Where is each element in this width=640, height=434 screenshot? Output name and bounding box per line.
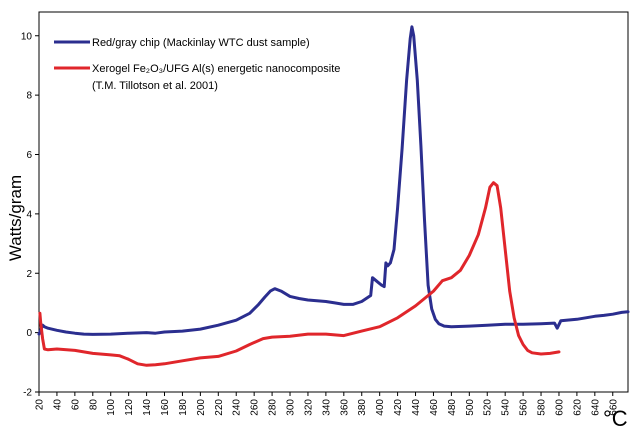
x-tick-label: 260 — [250, 399, 261, 416]
x-tick-label: 100 — [106, 399, 117, 416]
plot-frame — [38, 11, 629, 393]
y-tick-label: 6 — [26, 150, 32, 161]
legend-label-2: Xerogel Fe₂O₃/UFG Al(s) energetic nanoco… — [92, 63, 340, 75]
x-tick-label: 280 — [268, 399, 279, 416]
y-tick-label: -2 — [23, 388, 32, 399]
x-tick-label: 360 — [339, 399, 350, 416]
y-tick-label: 4 — [26, 209, 32, 220]
legend: Red/gray chip (Mackinlay WTC dust sample… — [54, 37, 340, 92]
x-tick-label: 220 — [214, 399, 225, 416]
x-tick-label: 620 — [572, 399, 583, 416]
x-axis-unit: °C — [603, 406, 628, 431]
x-tick-label: 200 — [196, 399, 207, 416]
x-tick-label: 20 — [35, 399, 46, 411]
series-line-2 — [38, 181, 561, 367]
y-tick-label: 10 — [21, 31, 33, 42]
x-tick-label: 420 — [393, 399, 404, 416]
x-tick-label: 160 — [160, 399, 171, 416]
x-tick-label: 480 — [447, 399, 458, 416]
x-axis-ticks: 20 40 60 80 100 120 140 160 180 200 220 240 260 280 30… — [35, 392, 619, 416]
x-tick-label: 640 — [590, 399, 601, 416]
y-tick-label: 0 — [26, 328, 32, 339]
x-tick-label: 560 — [519, 399, 530, 416]
axes — [38, 11, 629, 393]
x-tick-label: 400 — [375, 399, 386, 416]
x-tick-label: 60 — [70, 399, 81, 411]
x-tick-label: 460 — [429, 399, 440, 416]
x-tick-label: 380 — [357, 399, 368, 416]
x-tick-label: 140 — [142, 399, 153, 416]
x-tick-label: 520 — [483, 399, 494, 416]
series-lines — [37, 25, 630, 367]
x-tick-label: 440 — [411, 399, 422, 416]
x-tick-label: 580 — [537, 399, 548, 416]
x-tick-label: 180 — [178, 399, 189, 416]
legend-label-1: Red/gray chip (Mackinlay WTC dust sample… — [92, 37, 310, 49]
legend-label-2-citation: (T.M. Tillotson et al. 2001) — [92, 80, 218, 92]
series-line-1 — [37, 25, 630, 336]
x-tick-label: 240 — [232, 399, 243, 416]
y-axis-ticks: -2 0 2 4 6 8 10 — [21, 31, 39, 399]
y-tick-label: 8 — [26, 91, 32, 102]
x-tick-label: 40 — [52, 399, 63, 411]
x-tick-label: 320 — [303, 399, 314, 416]
y-tick-label: 2 — [26, 269, 32, 280]
y-axis-label: Watts/gram — [6, 175, 25, 261]
x-tick-label: 120 — [124, 399, 135, 416]
x-tick-label: 660 — [608, 399, 619, 416]
x-tick-label: 540 — [501, 399, 512, 416]
x-tick-label: 80 — [88, 399, 99, 411]
x-tick-label: 340 — [321, 399, 332, 416]
x-tick-label: 600 — [554, 399, 565, 416]
x-tick-label: 500 — [465, 399, 476, 416]
x-tick-label: 300 — [286, 399, 297, 416]
